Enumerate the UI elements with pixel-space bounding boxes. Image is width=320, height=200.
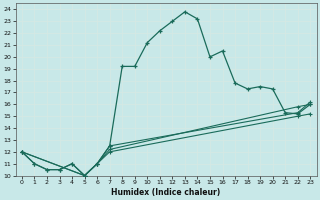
X-axis label: Humidex (Indice chaleur): Humidex (Indice chaleur)	[111, 188, 221, 197]
